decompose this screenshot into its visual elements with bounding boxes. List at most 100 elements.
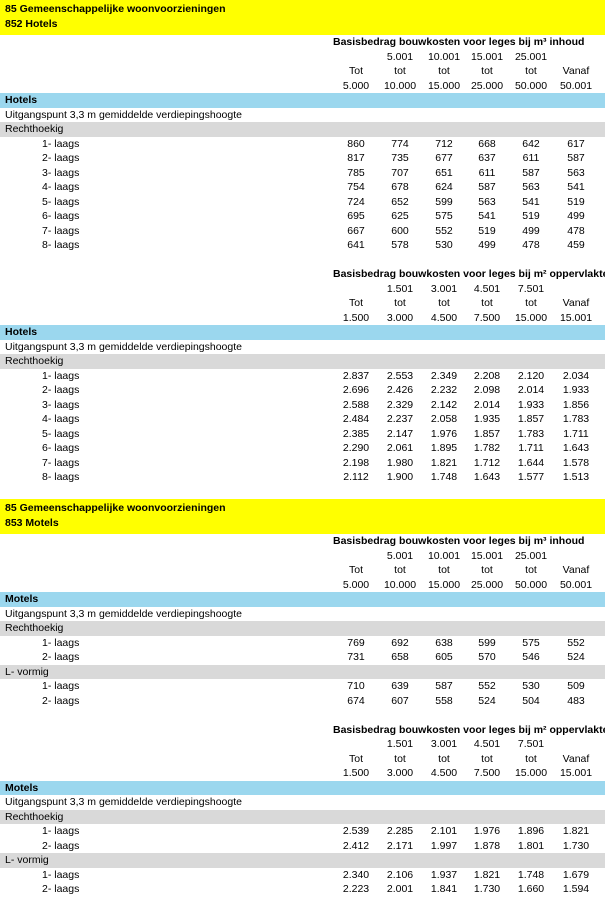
cell-value: 1.711: [518, 442, 544, 454]
cell-value: 607: [391, 694, 409, 707]
column-header: 25.001: [514, 549, 548, 562]
column-header: tot: [394, 297, 406, 309]
column-header: Tot: [348, 752, 363, 765]
cell-value: 478: [567, 224, 585, 237]
cell-value: 1.821: [562, 825, 590, 837]
column-header: Tot: [348, 564, 363, 576]
cell-value: 509: [567, 680, 585, 692]
cell-value: 678: [391, 181, 409, 193]
cell-value: 478: [522, 239, 540, 251]
table-caption: Basisbedrag bouwkosten voor leges bij m³…: [333, 535, 585, 547]
column-header: tot: [525, 564, 537, 576]
cell-value: 625: [391, 210, 409, 222]
row-label: 3- laags: [42, 398, 80, 411]
column-header: 5.000: [342, 79, 370, 92]
cell-value: 642: [522, 137, 540, 150]
cell-value: 558: [435, 694, 453, 707]
cell-value: 1.821: [473, 868, 501, 881]
cell-value: 1.594: [562, 883, 590, 895]
row-label: 2- laags: [42, 152, 80, 164]
group-bar: [0, 621, 605, 636]
cell-value: 587: [435, 680, 453, 692]
column-header: 10.001: [427, 549, 461, 562]
cell-value: 1.578: [562, 456, 590, 469]
cell-value: 2.232: [430, 384, 458, 396]
cell-value: 2.147: [386, 427, 414, 440]
cell-value: 563: [478, 195, 496, 208]
cell-value: 2.539: [342, 825, 370, 837]
row-label: 1- laags: [42, 137, 80, 150]
cell-value: 1.857: [473, 427, 501, 440]
group-bar: [0, 354, 605, 369]
cell-value: 677: [435, 152, 453, 164]
cell-value: 2.553: [386, 369, 414, 382]
cell-value: 774: [391, 137, 409, 150]
cell-value: 499: [478, 239, 496, 251]
cell-value: 1.643: [562, 442, 590, 454]
row-label: 2- laags: [42, 883, 80, 895]
cell-value: 2.696: [342, 384, 370, 396]
column-header: 50.000: [514, 79, 548, 92]
column-header: tot: [481, 752, 493, 765]
cell-value: 2.198: [342, 456, 370, 469]
cell-value: 1.644: [517, 456, 545, 469]
table-caption: Basisbedrag bouwkosten voor leges bij m²…: [333, 268, 605, 280]
column-header: 7.500: [473, 767, 501, 779]
group-bar: [0, 122, 605, 137]
cell-value: 769: [347, 636, 365, 649]
cell-value: 1.821: [430, 456, 458, 469]
cell-value: 524: [567, 651, 585, 663]
cell-value: 1.935: [473, 413, 501, 425]
row-label: 8- laags: [42, 471, 80, 483]
cell-value: 2.329: [386, 398, 414, 411]
cell-value: 2.001: [386, 883, 414, 895]
column-header: 3.000: [386, 311, 414, 324]
column-header: 4.500: [430, 311, 458, 324]
cell-value: 1.937: [430, 868, 458, 881]
note: Uitgangspunt 3,3 m gemiddelde verdieping…: [5, 340, 242, 353]
row-label: 1- laags: [42, 868, 80, 881]
column-header: 3.001: [430, 738, 458, 750]
cell-value: 2.223: [342, 883, 370, 895]
cell-value: 638: [435, 636, 453, 649]
cell-value: 1.679: [562, 868, 590, 881]
cell-value: 1.712: [473, 456, 501, 469]
category-bar: [0, 93, 605, 108]
cell-value: 651: [435, 166, 453, 179]
cell-value: 599: [478, 636, 496, 649]
cell-value: 2.285: [386, 825, 414, 837]
column-header: 7.501: [517, 282, 545, 295]
column-header: 25.000: [470, 578, 504, 591]
cell-value: 519: [522, 210, 540, 222]
section-subtitle: 852 Hotels: [5, 18, 58, 30]
column-header: 50.001: [559, 79, 593, 92]
column-header: tot: [394, 65, 406, 77]
column-header: tot: [438, 752, 450, 765]
cell-value: 611: [522, 152, 540, 164]
note: Uitgangspunt 3,3 m gemiddelde verdieping…: [5, 108, 242, 121]
cell-value: 2.142: [430, 398, 458, 411]
cell-value: 578: [391, 239, 409, 251]
cell-value: 724: [347, 195, 365, 208]
row-label: 3- laags: [42, 166, 80, 179]
row-label: 2- laags: [42, 839, 80, 852]
section-header: [0, 499, 605, 534]
column-header: 25.001: [514, 50, 548, 63]
cell-value: 1.900: [386, 471, 414, 483]
cell-value: 1.513: [562, 471, 590, 483]
cell-value: 1.711: [563, 427, 589, 440]
cell-value: 712: [435, 137, 453, 150]
cell-value: 530: [522, 680, 540, 692]
cell-value: 2.014: [517, 384, 545, 396]
cell-value: 524: [478, 694, 496, 707]
column-header: Vanaf: [562, 65, 590, 77]
cell-value: 639: [391, 680, 409, 692]
row-label: 7- laags: [42, 456, 80, 469]
column-header: 7.501: [517, 738, 545, 750]
category-name: Motels: [5, 593, 39, 605]
cell-value: 587: [522, 166, 540, 179]
row-label: 1- laags: [42, 680, 80, 692]
column-header: Vanaf: [562, 752, 590, 765]
column-header: Vanaf: [562, 564, 590, 576]
cell-value: 2.120: [517, 369, 545, 382]
